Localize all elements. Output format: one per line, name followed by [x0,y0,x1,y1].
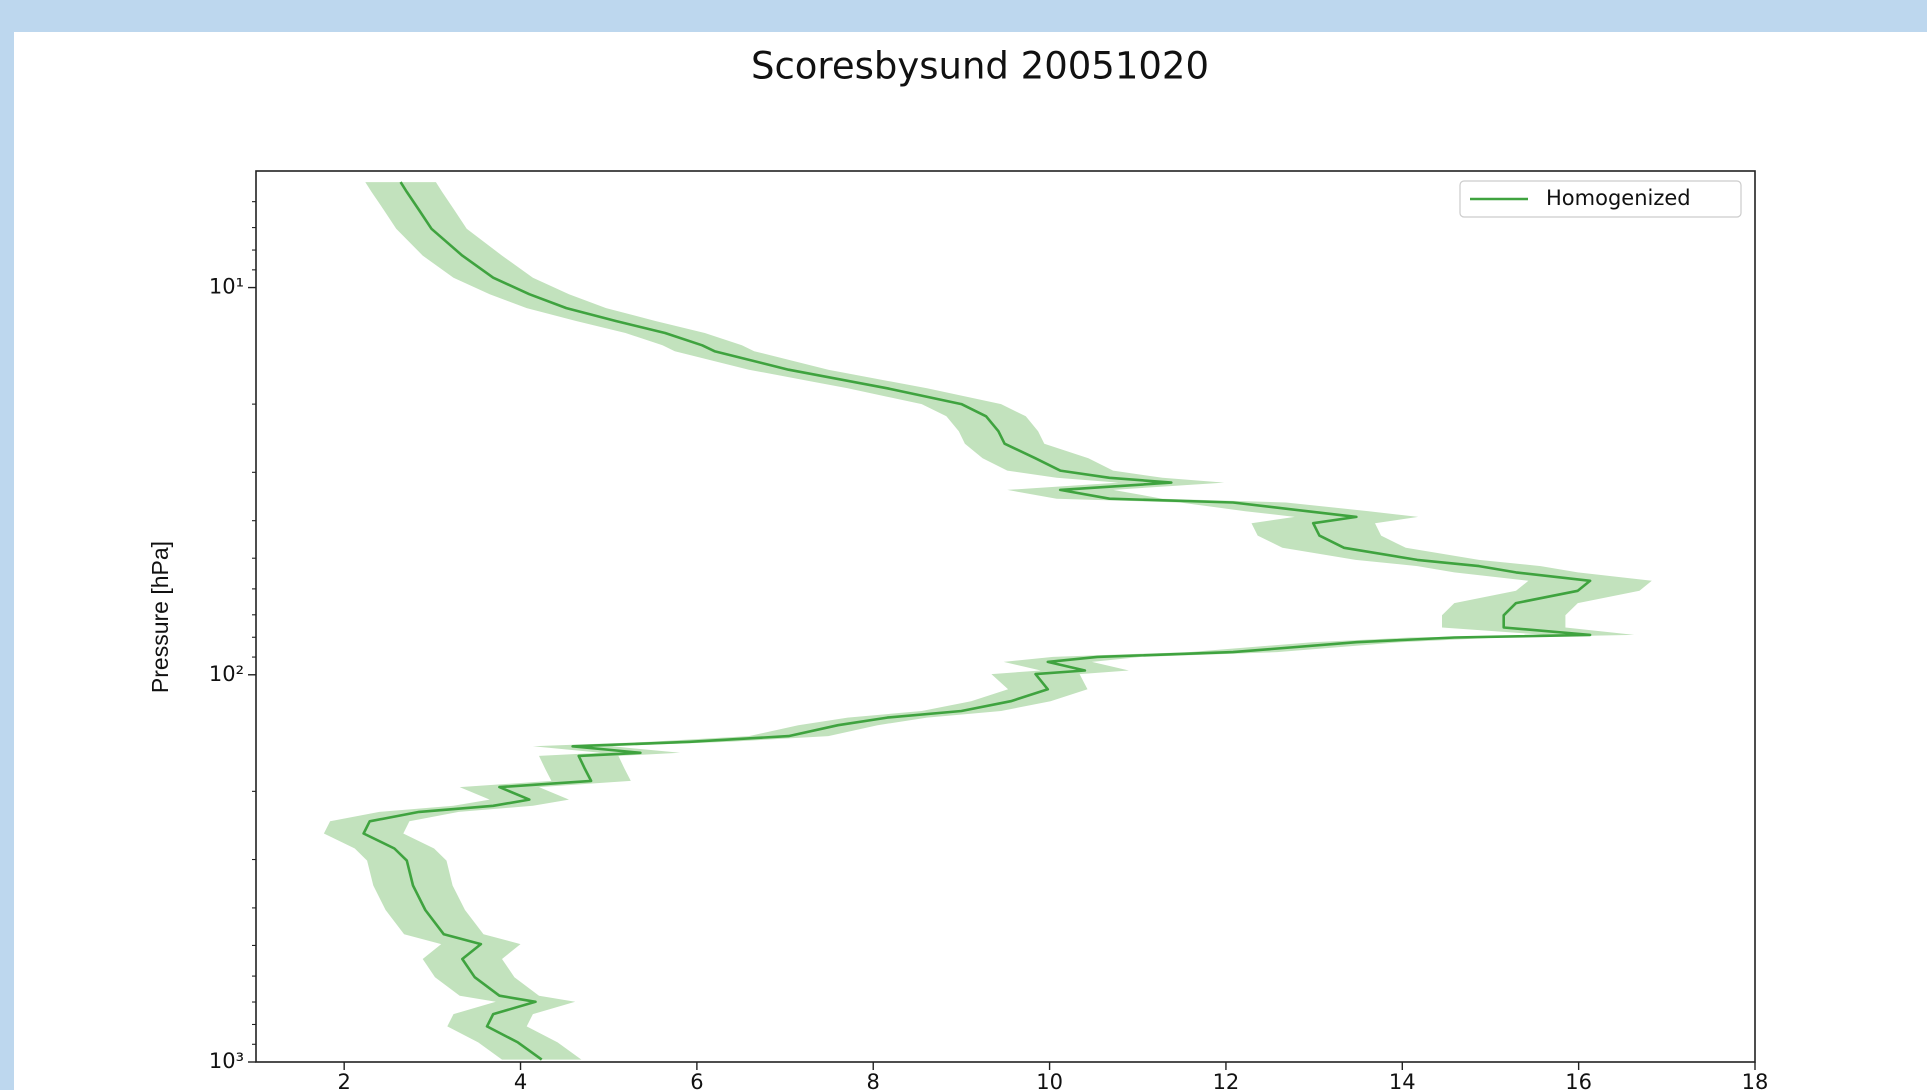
profile-line [362,181,1592,1061]
y-tick-label: 10¹ [209,275,244,299]
y-axis-label: Pressure [hPa] [147,541,173,693]
x-tick-label: 6 [690,1070,703,1090]
x-tick-label: 18 [1742,1070,1769,1090]
legend-label: Homogenized [1546,186,1691,210]
x-tick-label: 16 [1565,1070,1592,1090]
chart-title: Scoresbysund 20051020 [751,45,1209,88]
x-tick-label: 14 [1389,1070,1416,1090]
x-tick-label: 10 [1036,1070,1063,1090]
x-tick-label: 2 [337,1070,350,1090]
legend-box [1459,180,1742,218]
plot-frame [255,170,1756,1063]
y-tick-label: 10³ [209,1049,244,1073]
y-tick-label: 10² [209,662,244,686]
x-tick-label: 12 [1213,1070,1240,1090]
uncertainty-band [323,182,1652,1060]
x-tick-label: 8 [867,1070,880,1090]
x-tick-label: 4 [514,1070,527,1090]
